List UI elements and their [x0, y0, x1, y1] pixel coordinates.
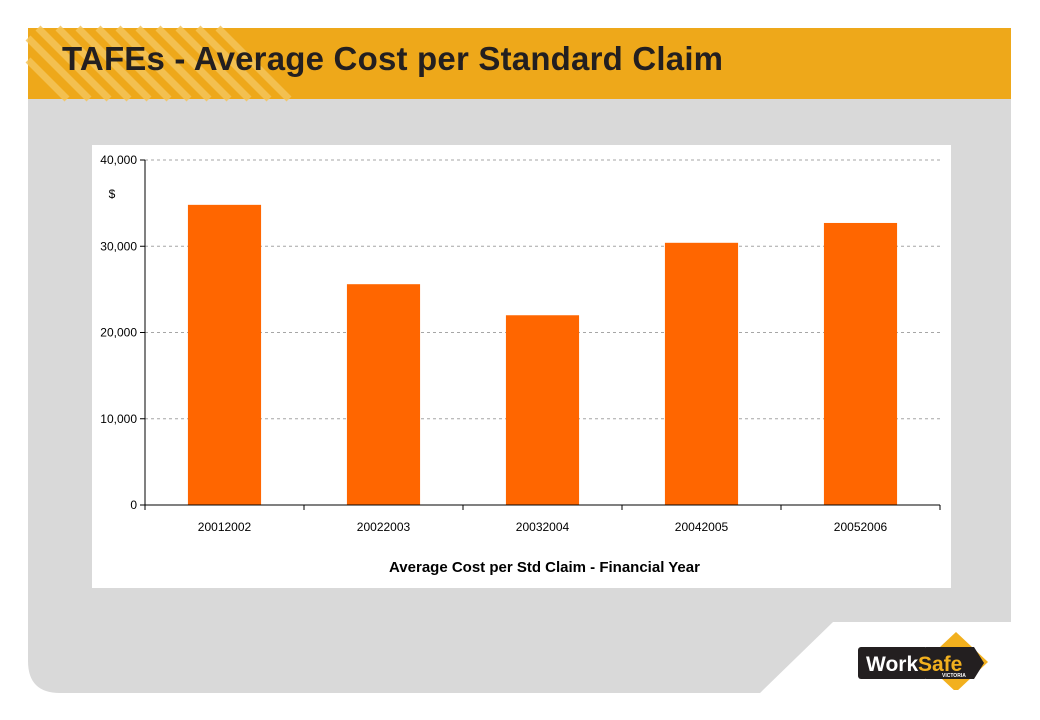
y-tick-label: 20,000 — [100, 326, 137, 340]
banner-stripes — [25, 25, 292, 102]
bar-20032004 — [505, 315, 580, 505]
x-tick-label: 20052006 — [834, 520, 888, 534]
bars — [187, 204, 898, 506]
bar-20052006 — [823, 222, 898, 505]
slide-title: TAFEs - Average Cost per Standard Claim — [62, 40, 724, 77]
logo-box — [858, 647, 928, 679]
logo-word-safe: Safe — [918, 653, 962, 676]
y-tick-label: 40,000 — [100, 153, 137, 167]
y-axis-title: $ — [109, 187, 116, 201]
bar-20012002 — [187, 204, 262, 505]
y-tick-label: 0 — [130, 498, 137, 512]
bar-20042005 — [664, 242, 739, 506]
logo-arrow — [926, 647, 984, 679]
y-tick-label: 30,000 — [100, 239, 137, 253]
y-tick-label: 10,000 — [100, 412, 137, 426]
logo-tagline: VICTORIA — [942, 673, 966, 679]
axes — [140, 159, 941, 510]
chart-panel: 0 10,000 20,000 30,000 40,000 20012002 2002200… — [92, 145, 951, 588]
x-tick-label: 20012002 — [198, 520, 252, 534]
worksafe-logo: Work Safe VICTORIA — [858, 632, 988, 690]
x-tick-label: 20022003 — [357, 520, 411, 534]
x-tick-label: 20032004 — [516, 520, 570, 534]
x-axis-title: Average Cost per Std Claim - Financial Y… — [389, 559, 700, 576]
bar-chart: 0 10,000 20,000 30,000 40,000 20012002 2002200… — [100, 153, 941, 576]
bar-20022003 — [346, 284, 421, 505]
logo-word-work: Work — [866, 653, 918, 676]
x-tick-label: 20042005 — [675, 520, 729, 534]
tick-labels: 0 10,000 20,000 30,000 40,000 20012002 2002200… — [100, 153, 887, 534]
